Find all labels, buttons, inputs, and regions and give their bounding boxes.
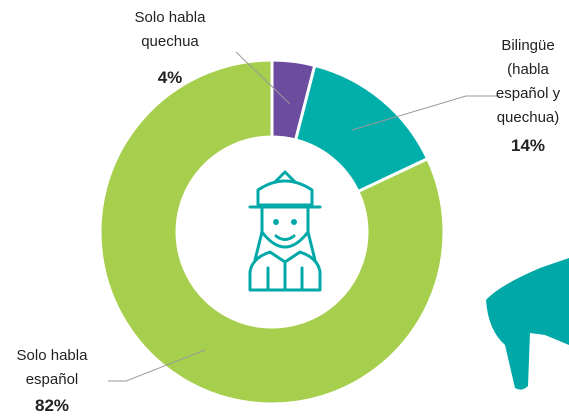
value-label: 4% bbox=[157, 68, 183, 87]
slice-label: Solo habla español bbox=[16, 347, 88, 388]
leader-line bbox=[235, 51, 291, 105]
value-label: 82% bbox=[34, 396, 70, 415]
megaphone-icon bbox=[486, 258, 569, 390]
leader-lines bbox=[108, 51, 500, 382]
woman-icon bbox=[248, 170, 322, 292]
value-label: 14% bbox=[510, 136, 546, 155]
leader-line bbox=[351, 95, 500, 131]
slice-label: Solo habla quechua bbox=[134, 9, 206, 50]
slice bbox=[98, 58, 446, 406]
donut bbox=[98, 58, 446, 406]
leader-line bbox=[108, 349, 206, 382]
slice-label: Bilingüe (habla español y quechua) bbox=[495, 37, 561, 126]
